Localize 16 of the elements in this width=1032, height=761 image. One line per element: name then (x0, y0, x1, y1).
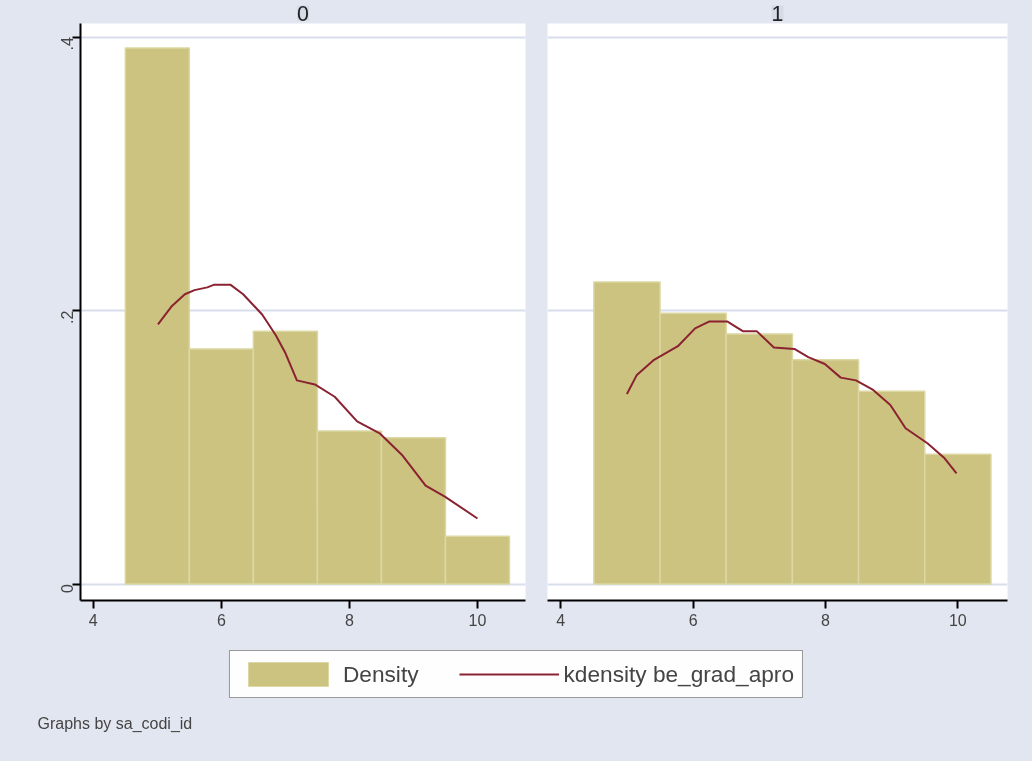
chart-title: 1 (771, 1, 784, 26)
x-tick-label: 8 (344, 611, 354, 629)
legend-label: Density (342, 660, 419, 688)
y-tick-label: .2 (59, 310, 77, 324)
x-tick-label: 10 (948, 611, 967, 629)
y-tick-label: 0 (59, 583, 77, 593)
legend-label: kdensity be_grad_apro (563, 660, 795, 688)
x-tick-label: 4 (88, 611, 98, 629)
text: Graphs by sa_codi_id (37, 714, 193, 733)
x-tick-label: 8 (821, 611, 831, 629)
x-tick-label: 4 (556, 611, 566, 629)
x-tick-label: 10 (468, 611, 487, 629)
y-tick-label: .4 (59, 37, 77, 51)
chart-title: 0 (297, 1, 310, 26)
x-tick-label: 6 (216, 611, 226, 629)
x-tick-label: 6 (688, 611, 698, 629)
